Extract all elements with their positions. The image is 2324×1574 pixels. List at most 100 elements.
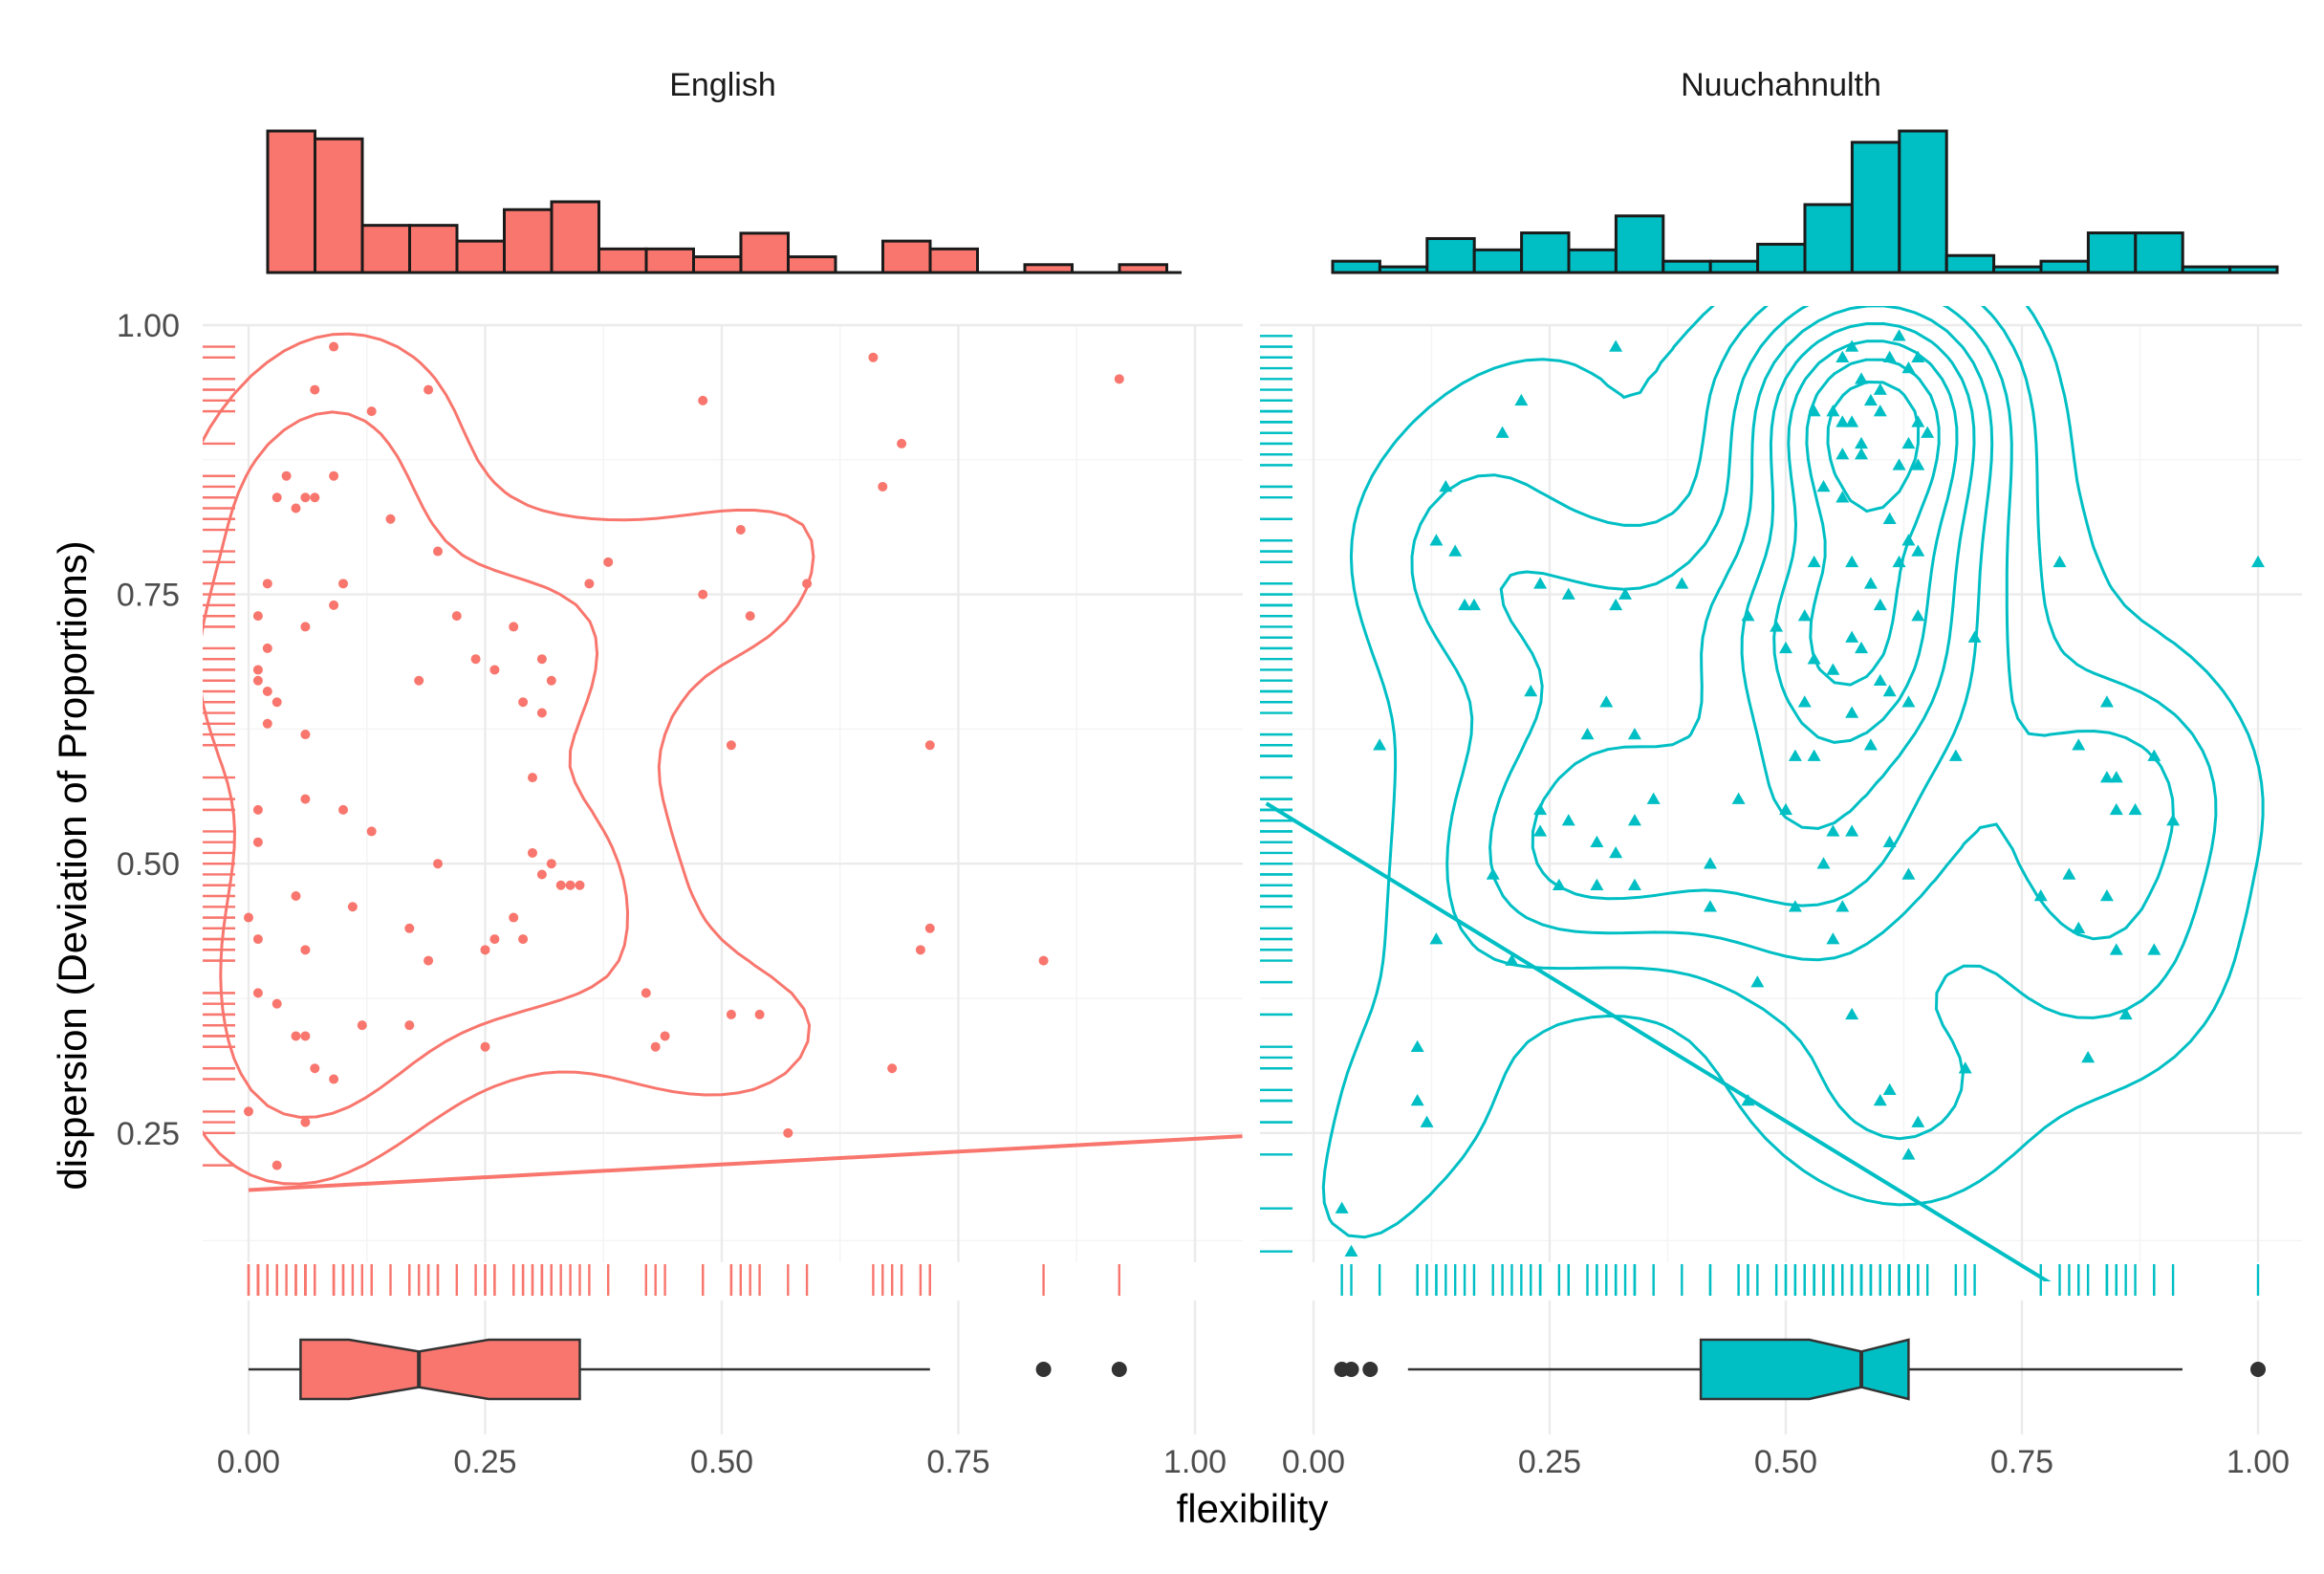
data-point — [1873, 404, 1887, 417]
data-point — [489, 665, 500, 675]
data-point — [1788, 749, 1802, 761]
data-point — [1561, 814, 1575, 826]
data-point — [915, 945, 925, 955]
data-point — [1731, 792, 1746, 804]
data-point — [509, 622, 519, 632]
data-point — [1911, 1115, 1925, 1127]
data-point — [1901, 361, 1916, 374]
data-point — [536, 654, 547, 665]
data-point — [546, 859, 556, 869]
x-axis-title: flexibility — [1177, 1486, 1329, 1531]
data-point — [1882, 684, 1897, 697]
data-point — [1410, 1039, 1424, 1052]
data-point — [1873, 598, 1887, 611]
data-point — [2251, 555, 2265, 568]
data-point — [603, 557, 614, 567]
data-point — [310, 1063, 320, 1074]
facet-label: English — [669, 67, 776, 103]
data-point — [1845, 706, 1859, 718]
histogram-bar — [408, 224, 459, 274]
data-point — [536, 869, 547, 880]
data-point — [2147, 749, 2161, 761]
histogram-bar — [1708, 259, 1760, 274]
data-point — [1458, 598, 1472, 611]
histogram-bar — [360, 224, 411, 274]
data-point — [357, 1020, 367, 1031]
data-point — [1816, 857, 1831, 869]
data-point — [1863, 393, 1878, 406]
data-point — [1901, 436, 1916, 449]
histogram-bar — [455, 239, 506, 274]
data-point — [252, 934, 263, 945]
data-point — [310, 384, 320, 395]
data-point — [924, 740, 935, 751]
data-point — [291, 891, 301, 902]
density-contours — [203, 332, 815, 1186]
data-point — [300, 492, 311, 503]
data-point — [271, 1160, 282, 1170]
histogram-bar — [787, 255, 837, 274]
data-point — [897, 438, 907, 448]
data-point — [470, 654, 481, 665]
data-point — [1533, 824, 1548, 837]
data-point — [565, 880, 576, 890]
data-point — [300, 622, 311, 632]
histogram-bar — [928, 247, 979, 274]
data-point — [1429, 534, 1444, 546]
data-point — [480, 1041, 490, 1052]
data-point — [1901, 695, 1916, 708]
data-point — [300, 730, 311, 740]
data-point — [347, 902, 358, 912]
data-point — [1703, 857, 1717, 869]
data-point — [329, 600, 339, 610]
data-point — [414, 675, 424, 686]
data-point — [252, 665, 263, 675]
data-point — [1609, 598, 1623, 611]
data-point — [1845, 630, 1859, 643]
data-point — [1495, 426, 1510, 438]
data-point — [1826, 404, 1840, 417]
data-point — [1911, 544, 1925, 557]
data-point — [735, 525, 746, 536]
x-tick-label: 1.00 — [1163, 1444, 1227, 1480]
histogram-bar — [1850, 141, 1901, 274]
data-point — [1373, 738, 1387, 751]
x-tick-label: 0.50 — [690, 1444, 753, 1480]
data-point — [1855, 436, 1869, 449]
x-tick-label: 0.50 — [1754, 1444, 1817, 1480]
data-point — [2147, 943, 2161, 955]
scatter-points — [1335, 329, 2265, 1257]
data-point — [424, 955, 434, 966]
histogram-bar — [314, 137, 364, 274]
data-point — [252, 611, 263, 622]
boxplot — [249, 1338, 1127, 1401]
histogram-bar — [266, 129, 316, 274]
data-point — [1505, 953, 1519, 966]
data-point — [271, 492, 282, 503]
data-point — [2109, 802, 2123, 816]
histogram-bar — [644, 247, 695, 274]
histogram-bar — [597, 247, 648, 274]
data-point — [1410, 1094, 1424, 1106]
y-axis-title: dispersion (Deviation of Proportions) — [50, 540, 95, 1190]
data-point — [575, 880, 585, 890]
data-point — [291, 503, 301, 514]
data-point — [1835, 415, 1850, 427]
data-point — [1826, 824, 1840, 837]
data-point — [262, 718, 272, 729]
data-point — [726, 1009, 736, 1019]
data-point — [271, 697, 282, 708]
data-point — [1448, 544, 1463, 557]
density-contour-level — [1805, 358, 1941, 687]
data-point — [518, 697, 529, 708]
data-point — [1788, 900, 1802, 912]
data-point — [1948, 749, 1963, 761]
data-point — [1911, 415, 1925, 427]
histogram-bar — [2134, 231, 2184, 274]
data-point — [1855, 372, 1869, 384]
density-contour-level — [1488, 306, 2175, 962]
data-point — [1911, 350, 1925, 363]
data-point — [1845, 555, 1859, 568]
density-contour-level — [1321, 306, 2265, 1239]
gridlines — [1260, 323, 2302, 1434]
